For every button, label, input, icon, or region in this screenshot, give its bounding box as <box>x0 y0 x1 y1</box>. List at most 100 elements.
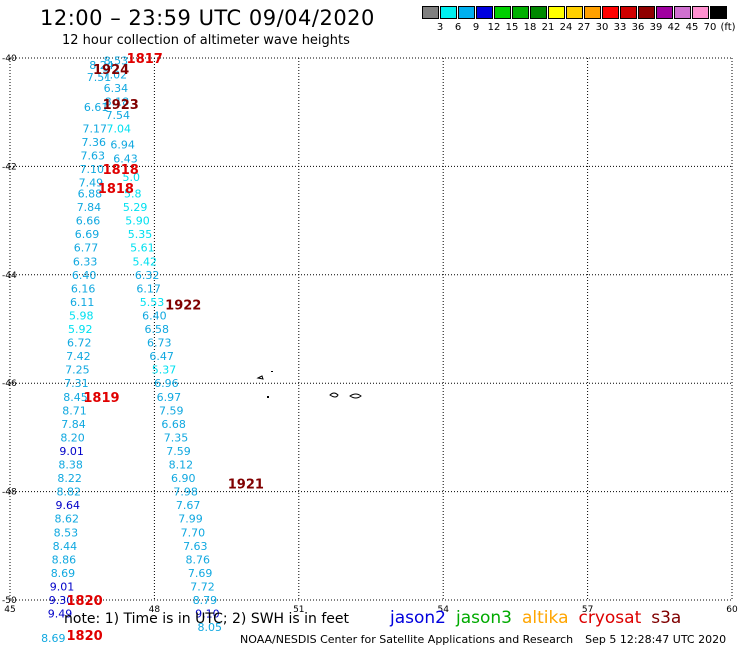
swh-value-label: 7.59 <box>166 445 191 458</box>
swh-value-label: 5.42 <box>133 255 158 268</box>
swh-value-label: 8.69 <box>41 632 66 645</box>
color-scale-label: 39 <box>649 22 663 33</box>
satellite-legend-entry: cryosat <box>578 608 642 628</box>
color-scale-swatch <box>548 6 565 19</box>
color-scale-swatch <box>566 6 583 19</box>
swh-value-label: 9.01 <box>59 445 84 458</box>
swh-value-label: 7.54 <box>106 109 131 122</box>
swh-value-label: 6.90 <box>171 472 196 485</box>
swh-value-label: 7.70 <box>181 526 206 539</box>
swh-value-label: 6.94 <box>110 139 135 152</box>
swh-value-label: 9.64 <box>56 499 81 512</box>
color-scale-swatch <box>494 6 511 19</box>
footer-credit: NOAA/NESDIS Center for Satellite Applica… <box>240 633 574 646</box>
map-grid <box>9 57 733 601</box>
color-scale-label: 30 <box>595 22 609 33</box>
swh-value-label: 7.84 <box>77 201 102 214</box>
swh-value-label: 8.82 <box>56 486 81 499</box>
footer: NOAA/NESDIS Center for Satellite Applica… <box>240 633 726 646</box>
swh-value-label: 8.71 <box>62 404 87 417</box>
color-scale-swatch <box>440 6 457 19</box>
swh-value-label: 6.40 <box>72 269 97 282</box>
color-scale-label: 15 <box>505 22 519 33</box>
swh-value-label: 8.12 <box>169 459 194 472</box>
swh-value-label: 6.66 <box>76 215 101 228</box>
color-scale-label: 9 <box>472 22 480 33</box>
swh-value-label: 8.69 <box>51 567 76 580</box>
swh-value-label: 9.10 <box>195 608 220 621</box>
color-scale-swatch <box>656 6 673 19</box>
satellite-legend-entry: jason2 <box>390 608 446 628</box>
swh-value-label: 6.34 <box>104 82 129 95</box>
swh-value-label: 7.42 <box>66 350 91 363</box>
swh-value-label: 8.86 <box>52 553 77 566</box>
x-tick-label: 60 <box>726 605 738 615</box>
satellite-legend-entry: altika <box>522 608 569 628</box>
color-scale-label: 18 <box>523 22 537 33</box>
swh-value-label: 7.10 <box>80 163 105 176</box>
swh-value-label: 7.84 <box>61 418 86 431</box>
y-tick-label: -46 <box>2 379 17 389</box>
swh-value-label: 7.35 <box>164 431 189 444</box>
swh-value-label: 7.98 <box>173 486 198 499</box>
color-scale-label: 24 <box>559 22 573 33</box>
pass-time-label: 1819 <box>83 391 119 406</box>
page-subtitle: 12 hour collection of altimeter wave hei… <box>62 33 350 48</box>
swh-value-label: 5.92 <box>68 323 93 336</box>
swh-value-label: 8.53 <box>54 526 79 539</box>
color-scale-label: 12 <box>487 22 501 33</box>
satellite-legend-entry: s3a <box>651 608 682 628</box>
swh-value-label: 7.59 <box>159 404 184 417</box>
island-dot <box>271 371 273 372</box>
pass-time-label: 1817 <box>127 52 163 67</box>
swh-value-label: 6.16 <box>71 282 96 295</box>
swh-value-label: 5.29 <box>123 201 148 214</box>
y-tick-label: -50 <box>2 596 17 606</box>
x-tick-label: 45 <box>4 605 15 615</box>
swh-value-label: 7.63 <box>81 150 106 163</box>
islands <box>256 371 362 399</box>
swh-value-label: 9.49 <box>48 608 73 621</box>
swh-value-label: 7.63 <box>183 540 208 553</box>
island-outline <box>349 393 362 399</box>
swh-value-label: 8.79 <box>193 594 218 607</box>
swh-value-label: 8.53 <box>104 55 129 68</box>
color-scale-swatch <box>602 6 619 19</box>
color-scale-swatch <box>422 6 439 19</box>
swh-value-label: 6.17 <box>136 282 161 295</box>
color-scale-label: 42 <box>667 22 681 33</box>
swh-value-label: 5.61 <box>130 242 155 255</box>
swh-value-label: 6.96 <box>154 377 179 390</box>
note-text: note: 1) Time is in UTC; 2) SWH is in fe… <box>64 611 350 627</box>
color-scale-label: 6 <box>454 22 462 33</box>
color-scale-swatch <box>710 6 727 19</box>
swh-value-label: 8.76 <box>185 553 210 566</box>
swh-value-label: 6.77 <box>74 242 99 255</box>
swh-value-label: 6.47 <box>149 350 174 363</box>
swh-value-label: 7.99 <box>178 513 203 526</box>
swh-value-label: 6.40 <box>142 309 167 322</box>
pass-time-label: 1923 <box>103 98 139 113</box>
swh-value-label: 5.53 <box>140 296 165 309</box>
y-tick-label: -44 <box>2 271 17 281</box>
pass-time-label: 1924 <box>93 63 129 78</box>
color-scale-swatch <box>512 6 529 19</box>
x-tick-label: 51 <box>293 605 304 615</box>
swh-value-label: 8.05 <box>198 621 223 634</box>
swh-value-label: 6.97 <box>157 391 182 404</box>
swh-value-label: 7.69 <box>188 567 213 580</box>
color-scale-swatch <box>584 6 601 19</box>
swh-value-label: 8.38 <box>58 459 83 472</box>
swh-value-label: 5.90 <box>125 215 150 228</box>
x-tick-label: 57 <box>582 605 593 615</box>
color-scale-label: (ft) <box>720 22 736 33</box>
swh-value-label: 6.72 <box>67 337 92 350</box>
y-tick-label: -40 <box>2 54 17 64</box>
swh-value-label: 9.01 <box>50 580 75 593</box>
swh-value-label: 8.20 <box>60 431 85 444</box>
swh-value-label: 7.49 <box>79 177 104 190</box>
swh-value-label: 6.11 <box>70 296 95 309</box>
satellite-legend: jason2 jason3 altika cryosat s3a <box>390 608 691 628</box>
